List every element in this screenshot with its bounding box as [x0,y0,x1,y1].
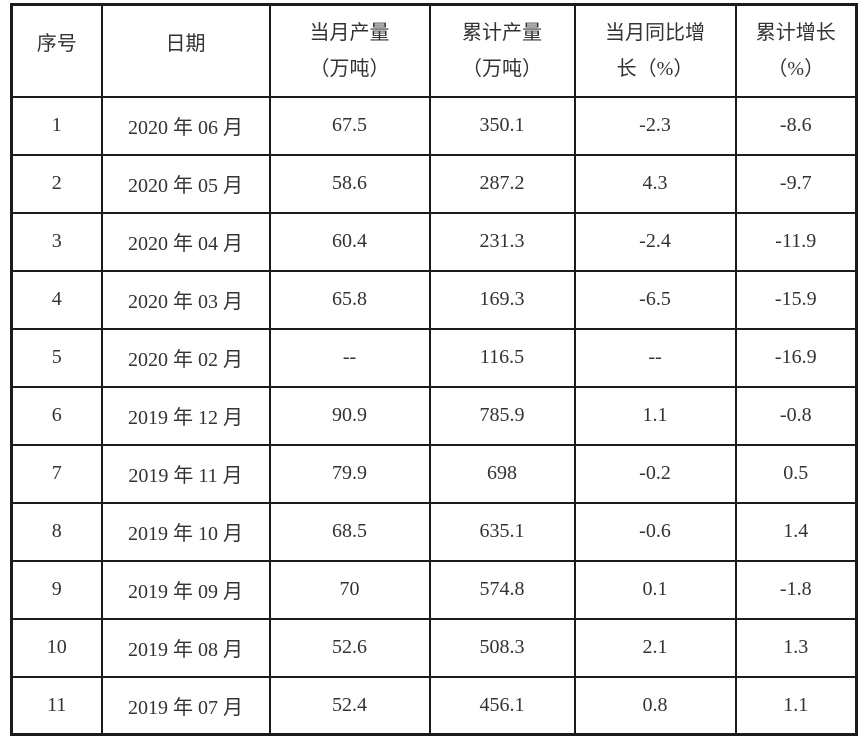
table-cell: -0.8 [734,385,858,446]
table-cell: 52.6 [268,617,431,678]
table-cell: 0.8 [573,675,737,736]
table-cell: 9 [10,559,103,620]
table-cell: 79.9 [268,443,431,504]
table-cell: 4 [10,269,103,330]
header-text: （万吨） [309,57,390,80]
table-cell: 116.5 [428,327,576,388]
table-cell: 90.9 [268,385,431,446]
table-cell: -9.7 [734,153,858,214]
table-cell: -0.6 [573,501,737,562]
table-cell: 785.9 [428,385,576,446]
column-header-serial: 序号 [10,3,103,98]
table-cell: -1.8 [734,559,858,620]
table-cell: 1.1 [734,675,858,736]
table-cell: 2019 年 07 月 [100,675,271,736]
table-cell: 456.1 [428,675,576,736]
table-cell: 231.3 [428,211,576,272]
table-cell: 3 [10,211,103,272]
table-row: 8 2019 年 10 月 68.5 635.1 -0.6 1.4 [10,501,858,562]
table-row: 4 2020 年 03 月 65.8 169.3 -6.5 -15.9 [10,269,858,330]
table-cell: 10 [10,617,103,678]
table-row: 7 2019 年 11 月 79.9 698 -0.2 0.5 [10,443,858,504]
header-text: 当月同比增 [605,21,705,44]
header-text: （%） [767,57,825,80]
table-cell: -16.9 [734,327,858,388]
table-cell: -2.4 [573,211,737,272]
table-header: 序号 日期 当月产量 （万吨） [10,3,858,98]
table-cell: -0.2 [573,443,737,504]
table-cell: 2019 年 12 月 [100,385,271,446]
column-header-date: 日期 [100,3,271,98]
table-cell: 4.3 [573,153,737,214]
header-text: （万吨） [462,57,542,80]
table-cell: -- [268,327,431,388]
table-cell: 2019 年 10 月 [100,501,271,562]
header-text: 长（%） [616,57,694,80]
table-cell: 2019 年 08 月 [100,617,271,678]
table-cell: -6.5 [573,269,737,330]
table-cell: 1 [10,95,103,156]
header-text: 日期 [165,32,206,55]
table-cell: 698 [428,443,576,504]
table-cell: 2 [10,153,103,214]
table-cell: -- [573,327,737,388]
table-cell: -15.9 [734,269,858,330]
table-cell: 508.3 [428,617,576,678]
table-cell: 2.1 [573,617,737,678]
header-text: 累计增长 [755,21,836,44]
table-cell: 2020 年 03 月 [100,269,271,330]
table-cell: 350.1 [428,95,576,156]
table-cell: 1.4 [734,501,858,562]
table-cell: 1.3 [734,617,858,678]
production-table: 序号 日期 当月产量 （万吨） [10,3,858,736]
table-cell: 2019 年 09 月 [100,559,271,620]
table-cell: 65.8 [268,269,431,330]
table-cell: 2020 年 06 月 [100,95,271,156]
table-cell: 52.4 [268,675,431,736]
table-body: 1 2020 年 06 月 67.5 350.1 -2.3 -8.6 2 2020 年 05 … [10,95,858,736]
table-cell: 2020 年 04 月 [100,211,271,272]
table-row: 5 2020 年 02 月 -- 116.5 -- -16.9 [10,327,858,388]
table-cell: -2.3 [573,95,737,156]
table-cell: 7 [10,443,103,504]
table-cell: 67.5 [268,95,431,156]
column-header-cumulative-growth: 累计增长 （%） [734,3,858,98]
table-cell: 635.1 [428,501,576,562]
table-cell: 6 [10,385,103,446]
table-cell: 0.1 [573,559,737,620]
table-cell: 169.3 [428,269,576,330]
table-cell: 574.8 [428,559,576,620]
header-text: 序号 [36,32,77,55]
table-cell: 2020 年 02 月 [100,327,271,388]
column-header-cumulative-output: 累计产量 （万吨） [428,3,576,98]
table-cell: 70 [268,559,431,620]
table-cell: 60.4 [268,211,431,272]
table-cell: 68.5 [268,501,431,562]
table-container: 序号 日期 当月产量 （万吨） [10,3,858,736]
table-cell: 5 [10,327,103,388]
table-row: 11 2019 年 07 月 52.4 456.1 0.8 1.1 [10,675,858,736]
table-row: 3 2020 年 04 月 60.4 231.3 -2.4 -11.9 [10,211,858,272]
table-cell: 2020 年 05 月 [100,153,271,214]
table-row: 1 2020 年 06 月 67.5 350.1 -2.3 -8.6 [10,95,858,156]
table-cell: 11 [10,675,103,736]
table-cell: -11.9 [734,211,858,272]
table-cell: 287.2 [428,153,576,214]
table-row: 6 2019 年 12 月 90.9 785.9 1.1 -0.8 [10,385,858,446]
header-row: 序号 日期 当月产量 （万吨） [10,3,858,98]
table-cell: -8.6 [734,95,858,156]
table-cell: 8 [10,501,103,562]
table-cell: 0.5 [734,443,858,504]
header-text: 当月产量 [309,21,390,44]
header-text: 累计产量 [462,21,542,44]
table-cell: 58.6 [268,153,431,214]
column-header-monthly-output: 当月产量 （万吨） [268,3,431,98]
column-header-monthly-yoy-growth: 当月同比增 长（%） [573,3,737,98]
table-cell: 1.1 [573,385,737,446]
table-row: 2 2020 年 05 月 58.6 287.2 4.3 -9.7 [10,153,858,214]
table-cell: 2019 年 11 月 [100,443,271,504]
table-row: 10 2019 年 08 月 52.6 508.3 2.1 1.3 [10,617,858,678]
table-row: 9 2019 年 09 月 70 574.8 0.1 -1.8 [10,559,858,620]
